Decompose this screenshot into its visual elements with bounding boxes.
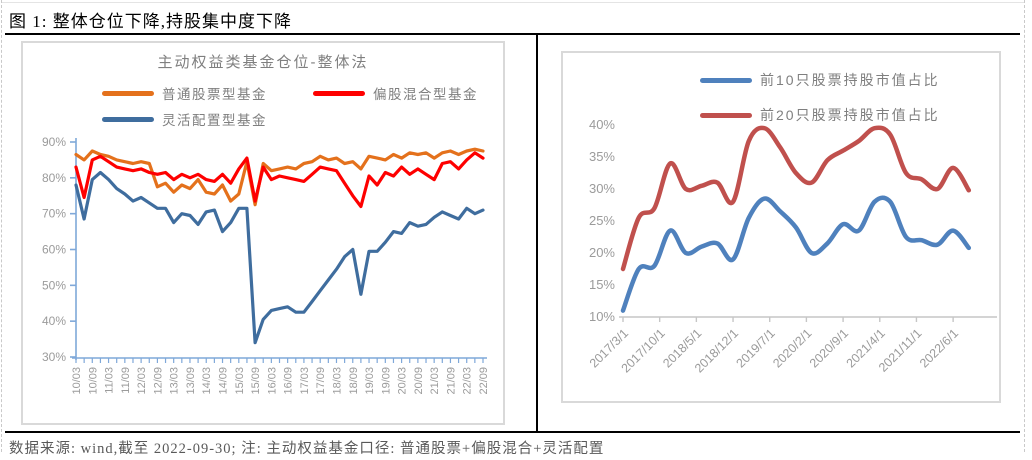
title-underline bbox=[5, 33, 1020, 35]
svg-text:60%: 60% bbox=[42, 243, 66, 257]
svg-text:22/09: 22/09 bbox=[478, 367, 490, 395]
line-swatch-brick-red bbox=[700, 112, 752, 118]
svg-text:20%: 20% bbox=[589, 245, 615, 260]
svg-text:15%: 15% bbox=[589, 277, 615, 292]
right-y-axis-labels: 10% 15% 20% 25% 30% 35% 40% bbox=[589, 117, 615, 324]
left-series-line-1 bbox=[74, 151, 485, 209]
svg-text:11/03: 11/03 bbox=[104, 367, 116, 394]
left-series-line-0 bbox=[74, 147, 485, 207]
svg-text:14/09: 14/09 bbox=[218, 367, 230, 395]
legend-item-top20-holdings: 前20只股票持股市值占比 bbox=[700, 105, 940, 125]
svg-text:16/09: 16/09 bbox=[283, 367, 295, 395]
left-chart-svg: 30% 40% 50% 60% 70% 80% 90% 10/03 10/09 11/03 11/0… bbox=[42, 135, 490, 395]
svg-text:20/09: 20/09 bbox=[413, 367, 425, 395]
svg-text:20/03: 20/03 bbox=[397, 367, 409, 395]
legend-item-flexible-allocation-fund: 灵活配置型基金 bbox=[102, 109, 267, 129]
line-swatch-blue bbox=[102, 116, 154, 122]
svg-text:13/03: 13/03 bbox=[169, 367, 181, 395]
svg-text:2020/2/1: 2020/2/1 bbox=[770, 326, 814, 370]
svg-text:10/03: 10/03 bbox=[71, 367, 83, 395]
legend-label: 前20只股票持股市值占比 bbox=[760, 107, 940, 123]
svg-text:18/09: 18/09 bbox=[348, 367, 360, 395]
svg-text:17/03: 17/03 bbox=[299, 367, 311, 395]
svg-text:70%: 70% bbox=[42, 207, 66, 221]
right-chart-svg: 10% 15% 20% 25% 30% 35% 40% 2017/3/12017/10/120… bbox=[587, 117, 997, 375]
line-swatch-blue bbox=[700, 77, 752, 83]
svg-text:90%: 90% bbox=[42, 135, 66, 149]
figure-footnote: 数据来源: wind,截至 2022-09-30; 注: 主动权益基金口径: 普… bbox=[9, 441, 605, 457]
figure-bottom-line bbox=[5, 431, 1020, 433]
svg-text:21/09: 21/09 bbox=[445, 367, 457, 395]
svg-text:2020/9/1: 2020/9/1 bbox=[807, 326, 851, 370]
svg-text:15/09: 15/09 bbox=[250, 367, 262, 395]
legend-label: 灵活配置型基金 bbox=[162, 113, 267, 128]
svg-text:18/03: 18/03 bbox=[331, 367, 343, 395]
figure-right-dashed-border bbox=[1024, 0, 1025, 452]
right-x-axis: 2017/3/12017/10/12018/5/12018/12/12019/7… bbox=[587, 316, 997, 375]
svg-text:30%: 30% bbox=[42, 350, 66, 364]
svg-text:17/09: 17/09 bbox=[315, 367, 327, 395]
legend-item-partial-equity-hybrid-fund: 偏股混合型基金 bbox=[313, 83, 478, 103]
svg-text:14/03: 14/03 bbox=[201, 367, 213, 395]
svg-text:19/03: 19/03 bbox=[364, 367, 376, 395]
legend-item-ordinary-stock-fund: 普通股票型基金 bbox=[102, 83, 267, 103]
line-swatch-red bbox=[313, 90, 365, 96]
figure-title: 图 1: 整体仓位下降,持股集中度下降 bbox=[9, 12, 292, 31]
svg-text:40%: 40% bbox=[589, 117, 615, 132]
legend-label: 普通股票型基金 bbox=[162, 87, 267, 102]
svg-text:12/09: 12/09 bbox=[152, 367, 164, 395]
legend-label: 偏股混合型基金 bbox=[373, 87, 478, 102]
svg-text:80%: 80% bbox=[42, 171, 66, 185]
left-y-axis: 30% 40% 50% 60% 70% 80% 90% bbox=[42, 135, 77, 364]
right-series-line-0 bbox=[620, 195, 972, 313]
svg-text:13/09: 13/09 bbox=[185, 367, 197, 395]
legend-item-top10-holdings: 前10只股票持股市值占比 bbox=[700, 70, 940, 90]
svg-text:15/03: 15/03 bbox=[234, 367, 246, 395]
svg-text:2019/7/1: 2019/7/1 bbox=[734, 326, 778, 370]
svg-text:25%: 25% bbox=[589, 213, 615, 228]
svg-text:22/03: 22/03 bbox=[462, 367, 474, 395]
line-swatch-orange bbox=[102, 90, 154, 96]
svg-text:10/09: 10/09 bbox=[87, 367, 99, 395]
svg-text:21/03: 21/03 bbox=[429, 367, 441, 395]
figure-left-dashed-border bbox=[1, 0, 2, 452]
fund-position-panel: 主动权益类基金仓位-整体法 普通股票型基金 偏股混合型基金 灵活配置型基金 30… bbox=[21, 41, 505, 425]
right-series-line-1 bbox=[620, 125, 972, 272]
panel-divider-line bbox=[536, 34, 538, 431]
svg-text:30%: 30% bbox=[589, 181, 615, 196]
svg-text:16/03: 16/03 bbox=[266, 367, 278, 395]
holding-concentration-panel: 前10只股票持股市值占比 前20只股票持股市值占比 10% 15% 20% 25% 30… bbox=[561, 51, 1001, 403]
svg-text:12/03: 12/03 bbox=[136, 367, 148, 395]
legend-label: 前10只股票持股市值占比 bbox=[760, 72, 940, 88]
left-series-line-2 bbox=[74, 170, 485, 345]
svg-text:50%: 50% bbox=[42, 278, 66, 292]
svg-text:11/09: 11/09 bbox=[120, 367, 132, 394]
left-x-axis: 10/03 10/09 11/03 11/09 12/03 12/09 13/03 13/09… bbox=[71, 357, 490, 395]
svg-text:19/09: 19/09 bbox=[380, 367, 392, 395]
left-chart-title: 主动权益类基金仓位-整体法 bbox=[157, 54, 369, 71]
svg-text:35%: 35% bbox=[589, 149, 615, 164]
svg-text:10%: 10% bbox=[589, 309, 615, 324]
svg-text:2022/6/1: 2022/6/1 bbox=[917, 326, 961, 370]
figure-top-hairline bbox=[2, 2, 1024, 3]
svg-text:40%: 40% bbox=[42, 314, 66, 328]
